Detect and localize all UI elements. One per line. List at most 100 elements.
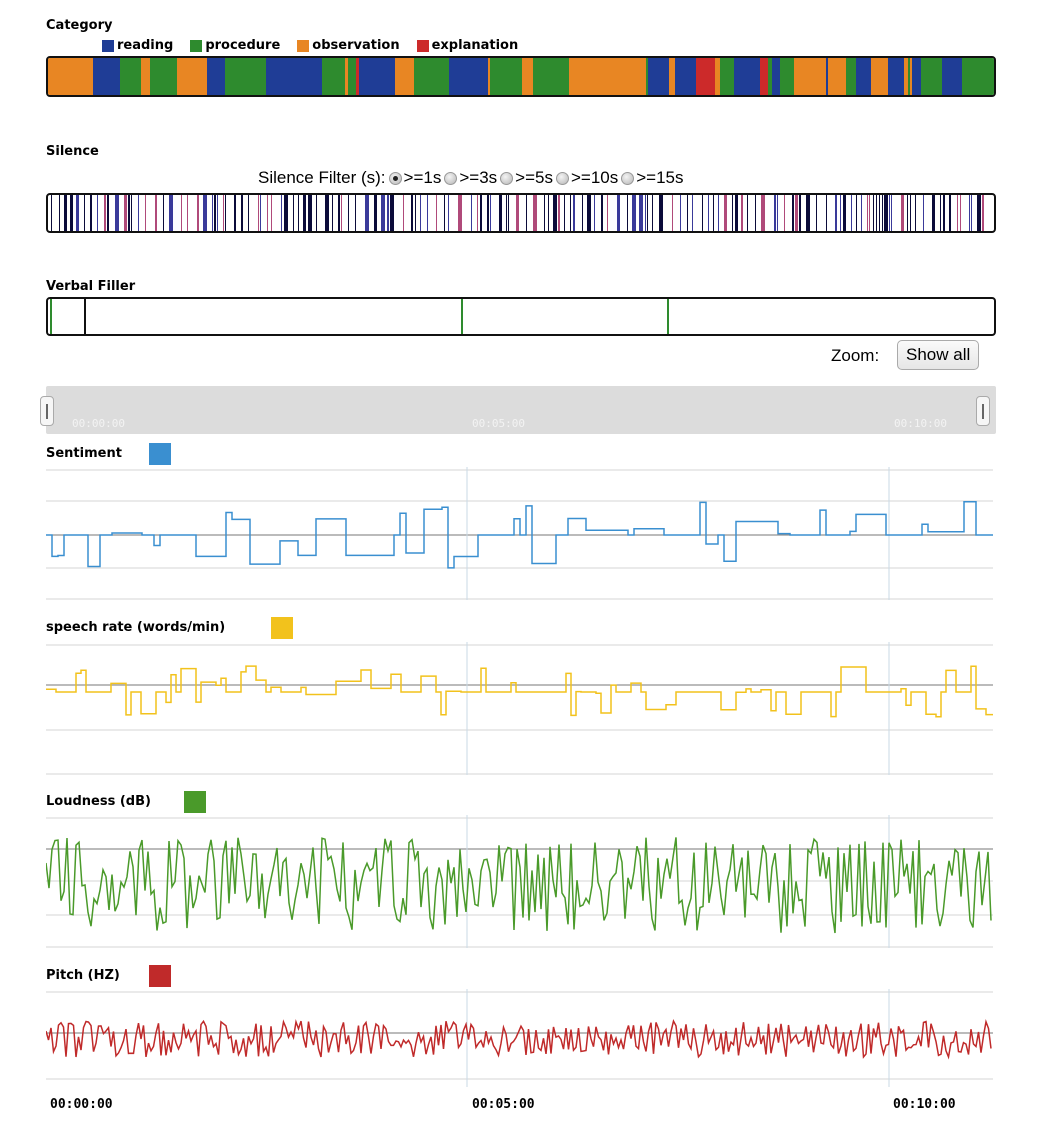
- category-segment: [908, 58, 910, 95]
- silence-marker: [910, 195, 911, 231]
- category-legend: reading procedure observation explanatio…: [102, 38, 532, 53]
- category-segment: [167, 58, 177, 95]
- silence-marker: [901, 195, 904, 231]
- silence-marker: [258, 195, 259, 231]
- category-timeline[interactable]: [46, 56, 996, 97]
- navigator-tick: 00:10:00: [894, 417, 947, 430]
- silence-marker: [873, 195, 874, 231]
- silence-marker: [420, 195, 421, 231]
- silence-marker: [487, 195, 489, 231]
- silence-title: Silence: [46, 144, 99, 159]
- category-segment: [871, 58, 888, 95]
- silence-marker: [687, 195, 688, 231]
- category-segment: [768, 58, 772, 95]
- show-all-button[interactable]: Show all: [897, 340, 980, 370]
- silence-marker: [741, 195, 743, 231]
- speech-rate-legend-swatch[interactable]: [271, 617, 293, 639]
- silence-marker: [115, 195, 119, 231]
- silence-marker: [70, 195, 73, 231]
- category-segment: [780, 58, 794, 95]
- silence-marker: [627, 195, 628, 231]
- silence-marker: [387, 195, 389, 231]
- silence-marker: [128, 195, 130, 231]
- silence-marker: [104, 195, 106, 231]
- silence-marker: [411, 195, 413, 231]
- silence-radio-3s[interactable]: [444, 171, 458, 185]
- silence-marker: [564, 195, 565, 231]
- category-segment: [797, 58, 826, 95]
- silence-marker: [672, 195, 673, 231]
- category-segment: [266, 58, 296, 95]
- category-segment: [912, 58, 921, 95]
- category-segment: [334, 58, 345, 95]
- category-segment: [826, 58, 828, 95]
- category-segment: [648, 58, 669, 95]
- time-navigator[interactable]: 00:00:00 00:05:00 00:10:00: [46, 386, 996, 434]
- silence-marker: [639, 195, 643, 231]
- legend-swatch-procedure: [190, 39, 203, 52]
- silence-timeline[interactable]: [46, 193, 996, 233]
- pitch-chart: [46, 989, 993, 1087]
- silence-marker: [724, 195, 727, 231]
- silence-marker: [107, 195, 109, 231]
- legend-swatch-observation: [297, 39, 310, 52]
- silence-marker: [458, 195, 462, 231]
- silence-radio-10s[interactable]: [555, 171, 569, 185]
- verbal-filler-title: Verbal Filler: [46, 279, 136, 294]
- verbal-filler-marker: [50, 299, 52, 334]
- loudness-title: Loudness (dB): [46, 794, 151, 809]
- silence-radio-15s[interactable]: [621, 171, 635, 185]
- silence-marker: [869, 195, 870, 231]
- silence-marker: [708, 195, 709, 231]
- silence-marker: [957, 195, 958, 231]
- silence-marker: [960, 195, 961, 231]
- silence-marker: [390, 195, 394, 231]
- silence-marker: [882, 195, 883, 231]
- silence-marker: [436, 195, 437, 231]
- silence-marker: [659, 195, 663, 231]
- navigator-tick: 00:05:00: [472, 417, 525, 430]
- sentiment-legend-swatch[interactable]: [149, 443, 171, 465]
- category-segment: [794, 58, 797, 95]
- pitch-legend-swatch[interactable]: [149, 965, 171, 987]
- legend-item-reading[interactable]: reading: [102, 38, 173, 53]
- silence-marker: [923, 195, 924, 231]
- silence-marker: [332, 195, 333, 231]
- category-segment: [669, 58, 675, 95]
- category-segment: [414, 58, 432, 95]
- category-segment: [207, 58, 225, 95]
- silence-option-15s: >=15s: [636, 168, 684, 187]
- category-segment: [522, 58, 529, 95]
- loudness-legend-swatch[interactable]: [184, 791, 206, 813]
- legend-item-procedure[interactable]: procedure: [190, 38, 280, 53]
- silence-marker: [348, 195, 349, 231]
- legend-item-explanation[interactable]: explanation: [416, 38, 518, 53]
- silence-radio-5s[interactable]: [500, 171, 514, 185]
- silence-marker: [214, 195, 216, 231]
- silence-marker: [755, 195, 756, 231]
- silence-marker: [884, 195, 888, 231]
- silence-marker: [889, 195, 890, 231]
- category-segment: [322, 58, 334, 95]
- silence-marker: [582, 195, 583, 231]
- verbal-filler-timeline[interactable]: [46, 297, 996, 336]
- silence-marker: [949, 195, 951, 231]
- silence-marker: [982, 195, 984, 231]
- silence-marker: [293, 195, 294, 231]
- silence-radio-1s[interactable]: [388, 171, 402, 185]
- silence-marker: [861, 195, 862, 231]
- navigator-right-handle[interactable]: [976, 396, 990, 426]
- category-segment: [921, 58, 942, 95]
- category-segment: [856, 58, 871, 95]
- silence-marker: [51, 195, 52, 231]
- silence-marker: [544, 195, 545, 231]
- navigator-left-handle[interactable]: [40, 396, 54, 426]
- category-segment: [846, 58, 856, 95]
- silence-marker: [843, 195, 846, 231]
- legend-label-observation: observation: [312, 38, 400, 53]
- category-segment: [432, 58, 449, 95]
- legend-item-observation[interactable]: observation: [297, 38, 400, 53]
- category-segment: [962, 58, 994, 95]
- category-segment: [760, 58, 768, 95]
- category-segment: [579, 58, 596, 95]
